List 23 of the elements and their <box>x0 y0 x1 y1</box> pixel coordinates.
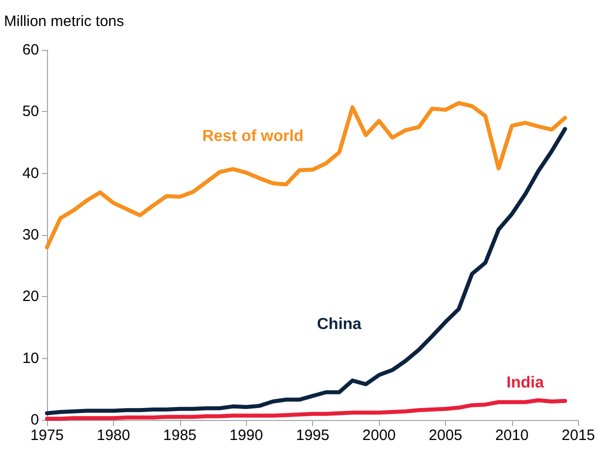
y-tick-label: 60 <box>22 42 39 58</box>
line-series <box>45 398 568 421</box>
x-tick-label: 2015 <box>562 427 596 444</box>
x-tick-label: 1995 <box>296 427 330 444</box>
y-tick-label: 40 <box>22 164 39 182</box>
x-tick-label: 1990 <box>230 427 263 444</box>
y-tick-label: 50 <box>22 103 39 120</box>
y-tick-label: 0 <box>30 412 39 428</box>
y-tick-label: 30 <box>22 226 39 244</box>
series-label: Rest of world <box>202 128 304 145</box>
text: China <box>316 316 362 333</box>
y-tick-label: 10 <box>22 350 39 367</box>
x-tick-label: 1980 <box>96 427 130 444</box>
line-series <box>45 126 568 416</box>
x-tick-label: 2000 <box>362 427 396 444</box>
y-axis-title: Million metric tons <box>4 13 124 30</box>
x-tick-label: 1985 <box>163 427 197 444</box>
series-label: India <box>506 374 544 392</box>
y-tick-label: 20 <box>22 288 39 306</box>
x-tick-label: 2010 <box>495 427 529 444</box>
x-tick-label: 1975 <box>30 427 64 444</box>
line-series <box>45 101 568 250</box>
x-tick-label: 2005 <box>428 427 462 444</box>
